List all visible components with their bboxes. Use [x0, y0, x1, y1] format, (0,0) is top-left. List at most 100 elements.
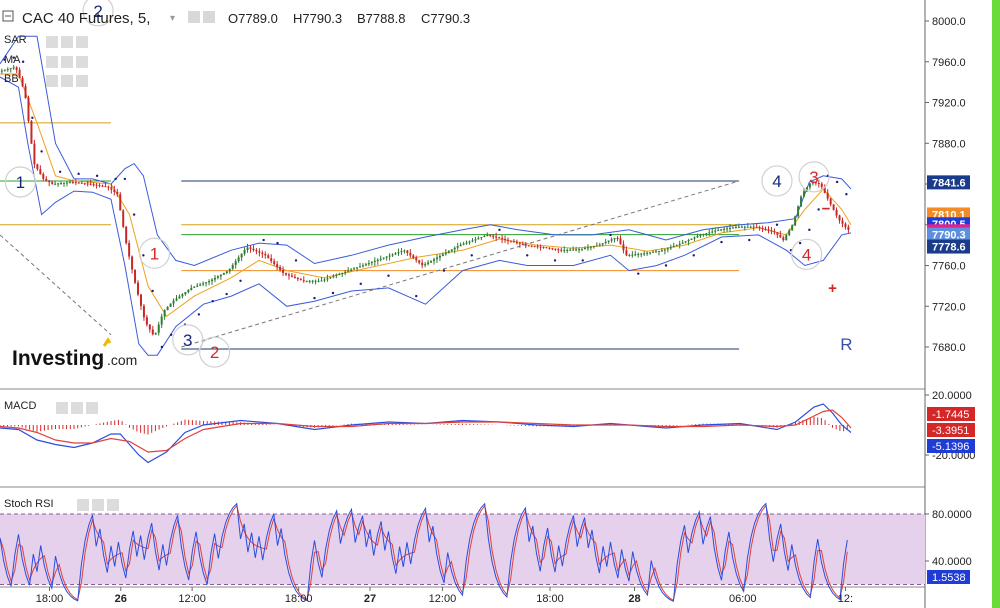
candle-body	[341, 272, 344, 274]
candle-body	[737, 226, 740, 228]
candle-body	[110, 187, 113, 190]
candle-body	[640, 253, 643, 255]
candle-body	[267, 255, 270, 259]
candle-body	[57, 183, 60, 185]
candle-body	[27, 98, 30, 121]
macd-header: MACD	[4, 400, 36, 412]
sar-dot	[211, 299, 214, 303]
settings-icon[interactable]	[188, 11, 200, 23]
candle-body	[847, 226, 850, 230]
candle-body	[415, 257, 418, 261]
candle-body	[320, 280, 323, 282]
candle-body	[199, 284, 202, 286]
candle-body	[296, 277, 299, 280]
sar-dot	[40, 150, 43, 153]
candle-body	[293, 276, 296, 278]
time-tick-label: 27	[364, 593, 376, 605]
wave-label: 2	[93, 2, 102, 21]
sar-dot	[169, 333, 173, 336]
candle-body	[403, 250, 406, 252]
candle-body	[261, 252, 264, 255]
indicator-bb-label[interactable]: BB	[4, 73, 19, 85]
candle-body	[480, 237, 483, 239]
candle-body	[187, 290, 190, 293]
sar-dot	[313, 296, 316, 300]
candle-body	[397, 252, 400, 254]
sar-dot	[442, 269, 446, 272]
candle-body	[258, 251, 261, 253]
gear-icon[interactable]	[61, 36, 73, 48]
candle-body	[826, 192, 829, 199]
stoch-rsi-plot	[0, 502, 925, 602]
time-tick-label: 28	[628, 593, 640, 605]
indicator-ma-label[interactable]: MA	[4, 54, 21, 66]
indicator-sar-label[interactable]: SAR	[4, 34, 27, 46]
gear-icon[interactable]	[61, 75, 73, 87]
collapse-icon[interactable]	[2, 10, 14, 22]
candle-body	[335, 275, 338, 277]
logo-text: Investing	[12, 347, 104, 370]
sar-dot	[151, 289, 154, 293]
candle-body	[388, 255, 391, 257]
wave-label: 3	[183, 331, 192, 350]
candle-body	[184, 292, 187, 295]
candle-body	[385, 256, 388, 258]
sar-dot	[498, 228, 501, 232]
macd-value-badge	[927, 423, 975, 437]
close-icon[interactable]	[76, 36, 88, 48]
stoch-d-line	[0, 504, 848, 602]
time-tick-label: 18:00	[536, 593, 564, 605]
time-tick-label: 12:	[838, 593, 853, 605]
gear-icon[interactable]	[71, 402, 83, 414]
candle-body	[705, 233, 708, 235]
gear-icon[interactable]	[46, 36, 58, 48]
close-icon[interactable]	[107, 499, 119, 511]
gear-icon[interactable]	[56, 402, 68, 414]
sar-dot	[58, 170, 62, 173]
bb-upper-line	[0, 35, 852, 267]
candle-body	[731, 227, 734, 229]
candle-body	[400, 251, 403, 253]
candle-body	[474, 239, 477, 241]
close-icon[interactable]	[86, 402, 98, 414]
candle-body	[208, 281, 211, 283]
candle-body	[142, 305, 145, 318]
chevron-down-icon[interactable]: ▾	[170, 13, 175, 24]
candle-body	[86, 183, 89, 185]
close-icon[interactable]	[76, 75, 88, 87]
gear-icon[interactable]	[61, 56, 73, 68]
gear-icon[interactable]	[77, 499, 89, 511]
candle-body	[308, 280, 311, 282]
candle-body	[74, 182, 77, 184]
candle-body	[107, 186, 110, 188]
gear-icon[interactable]	[92, 499, 104, 511]
candle-body	[412, 255, 415, 258]
gear-icon[interactable]	[203, 11, 215, 23]
candle-body	[361, 265, 364, 267]
candle-body	[435, 257, 438, 260]
candle-body	[234, 261, 237, 265]
candle-body	[569, 249, 572, 251]
candle-body	[160, 316, 163, 325]
candle-body	[367, 263, 370, 265]
candle-body	[163, 310, 166, 317]
close-icon[interactable]	[76, 56, 88, 68]
candle-body	[595, 245, 598, 247]
wave-label-circle	[138, 237, 171, 269]
candle-body	[290, 275, 293, 277]
time-tick-label: 12:00	[178, 593, 206, 605]
candle-body	[838, 215, 841, 221]
axis-scroll-bar[interactable]	[992, 0, 1000, 608]
sar-dot	[160, 345, 164, 349]
gear-icon[interactable]	[46, 75, 58, 87]
candle-body	[797, 206, 800, 217]
candle-body	[77, 182, 80, 184]
candle-body	[225, 271, 228, 274]
gear-icon[interactable]	[46, 56, 58, 68]
candle-body	[45, 178, 48, 181]
price-label-badge	[927, 239, 970, 254]
candle-body	[83, 183, 86, 185]
macd-tick-label: 20.0000	[932, 390, 972, 402]
